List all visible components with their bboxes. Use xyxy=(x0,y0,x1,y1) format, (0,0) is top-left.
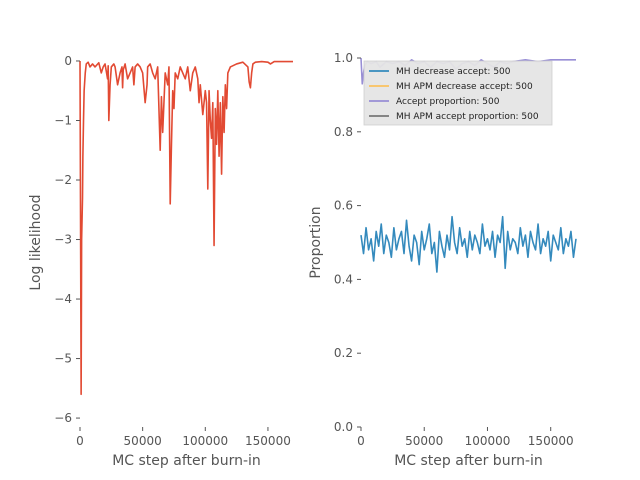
log-likelihood-panel: 0 50000 100000 150000 0 −1 −2 −3 −4 −5 −6 MC step a… xyxy=(28,54,293,469)
y-tick-label: 0.4 xyxy=(334,272,353,286)
y-tick-label: 1.0 xyxy=(334,51,353,65)
series-line-0 xyxy=(360,215,577,273)
y-tick-label: 0 xyxy=(64,54,72,68)
y-tick-label: 0.2 xyxy=(334,346,353,360)
legend-entry: MH APM accept proportion: 500 xyxy=(396,112,539,122)
legend-entry: MH APM decrease accept: 500 xyxy=(396,82,533,92)
y-tick-label: −3 xyxy=(54,233,72,247)
y-axis-label: Log likelihood xyxy=(28,194,44,290)
y-tick-label: −6 xyxy=(54,411,72,425)
legend-entry: Accept proportion: 500 xyxy=(396,97,500,107)
x-tick-label: 0 xyxy=(357,434,365,448)
x-tick-label: 150000 xyxy=(528,434,574,448)
x-tick-label: 150000 xyxy=(245,434,291,448)
y-tick-label: 0.6 xyxy=(334,199,353,213)
y-tick-label: −4 xyxy=(54,292,72,306)
x-tick-label: 0 xyxy=(76,434,84,448)
series-line-0 xyxy=(79,60,293,396)
legend: MH decrease accept: 500 MH APM decrease a… xyxy=(363,60,553,126)
x-tick-label: 50000 xyxy=(124,434,162,448)
x-tick-label: 50000 xyxy=(405,434,443,448)
y-tick-label: 0.0 xyxy=(334,420,353,434)
y-tick-label: 0.8 xyxy=(334,125,353,139)
legend-box xyxy=(363,60,553,126)
x-axis-label: MC step after burn-in xyxy=(112,453,261,469)
y-tick-label: −2 xyxy=(54,173,72,187)
x-axis-label: MC step after burn-in xyxy=(394,453,543,469)
y-axis-label: Proportion xyxy=(308,206,324,278)
legend-entry: MH decrease accept: 500 xyxy=(396,67,511,77)
plot-area xyxy=(80,58,293,427)
proportion-panel: 0 50000 100000 150000 0.0 0.2 0.4 0.6 0.8 1.0 MC s… xyxy=(308,51,577,469)
x-tick-label: 100000 xyxy=(465,434,511,448)
y-tick-label: −1 xyxy=(54,113,72,127)
y-tick-label: −5 xyxy=(54,352,72,366)
x-tick-label: 100000 xyxy=(182,434,228,448)
